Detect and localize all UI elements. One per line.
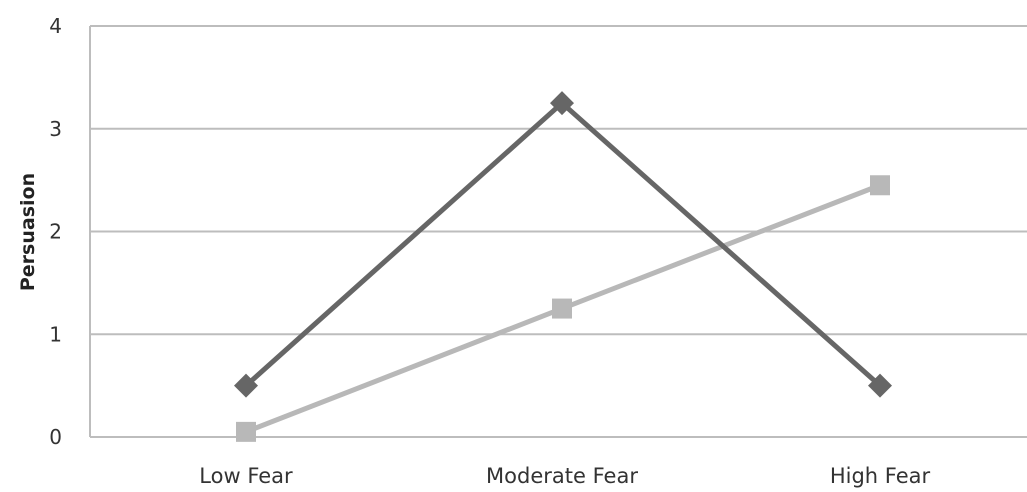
data-point-square bbox=[870, 175, 890, 196]
data-point-diamond bbox=[550, 91, 574, 116]
series-layer bbox=[234, 91, 892, 442]
y-tick-label: 1 bbox=[49, 322, 62, 346]
x-tick-label: High Fear bbox=[830, 464, 931, 488]
y-tick-label: 2 bbox=[49, 220, 62, 244]
data-point-diamond bbox=[868, 373, 892, 398]
label-layer: 0 1 2 3 4 Low Fear Moderate Fear High Fear Persu… bbox=[17, 14, 931, 488]
x-tick-label: Moderate Fear bbox=[486, 464, 638, 488]
series-line-1 bbox=[244, 99, 882, 388]
data-point-square bbox=[552, 298, 572, 319]
grid-layer bbox=[90, 25, 1027, 438]
y-axis-title: Persuasion bbox=[17, 173, 39, 291]
x-tick-label: Low Fear bbox=[199, 464, 293, 488]
data-point-square bbox=[236, 421, 256, 442]
y-tick-label: 0 bbox=[49, 425, 62, 449]
y-tick-label: 4 bbox=[49, 14, 62, 38]
data-point-diamond bbox=[234, 373, 258, 398]
y-tick-label: 3 bbox=[49, 117, 62, 141]
